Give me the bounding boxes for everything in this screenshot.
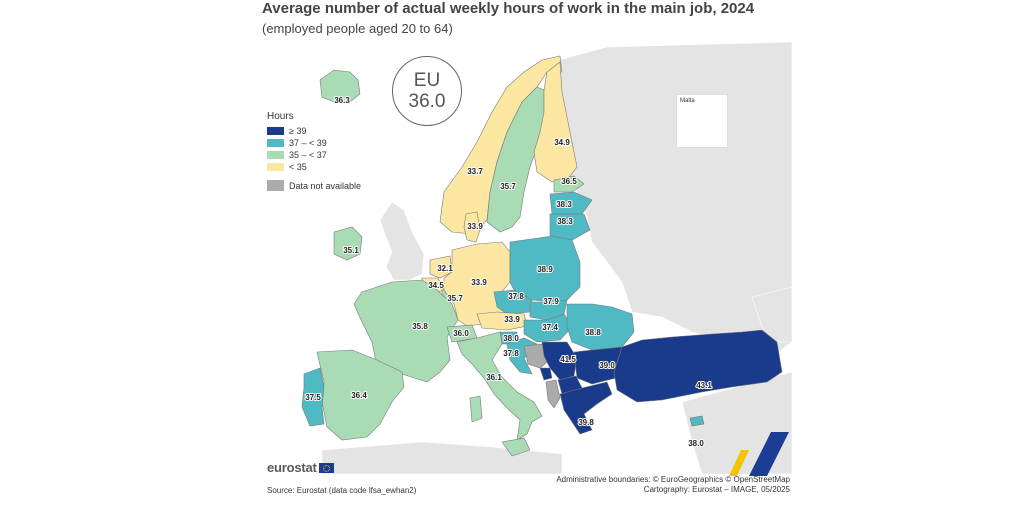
legend-item: 35 – < 37 <box>267 149 361 160</box>
legend-swatch <box>267 150 284 159</box>
europe-map: 36.3 33.7 35.7 34.9 36.5 38.3 38.3 33.9 35.1 32.1… <box>301 42 792 474</box>
country-netherlands <box>429 255 453 279</box>
legend-title: Hours <box>267 111 294 122</box>
corner-mark-blue <box>749 432 789 476</box>
eurostat-corner-mark <box>729 432 789 476</box>
country-albania <box>545 379 561 409</box>
eu-flag-icon <box>318 462 334 473</box>
legend-item-no-data: Data not available <box>267 180 361 191</box>
country-value-label: 33.9 <box>467 222 483 231</box>
legend-item: ≥ 39 <box>267 125 361 136</box>
value-labels: 36.3 33.7 35.7 34.9 36.5 38.3 38.3 33.9 35.1 32.1… <box>304 95 713 449</box>
country-value-label: 35.7 <box>447 294 463 303</box>
country-denmark <box>463 211 481 243</box>
country-value-label: 36.3 <box>334 96 350 105</box>
country-value-label: 34.5 <box>428 281 444 290</box>
legend-item: < 35 <box>267 161 361 172</box>
legend-label: 37 – < 39 <box>289 137 327 148</box>
country-value-label: 41.5 <box>560 355 576 364</box>
country-value-label: 32.1 <box>437 264 453 273</box>
credits-note: Administrative boundaries: © EuroGeograp… <box>556 475 790 495</box>
legend-swatch <box>267 126 284 135</box>
legend: Hours ≥ 39 37 – < 39 35 – < 37 < 35 Data… <box>267 111 361 192</box>
country-latvia <box>549 191 593 215</box>
legend-swatch <box>267 180 284 191</box>
country-value-label: 38.3 <box>557 217 573 226</box>
country-value-label: 38.0 <box>688 439 704 448</box>
country-cyprus <box>689 415 705 427</box>
malta-inset: Malta <box>676 94 728 148</box>
country-value-label: 35.1 <box>343 246 359 255</box>
page-subtitle: (employed people aged 20 to 64) <box>262 21 453 36</box>
page-title: Average number of actual weekly hours of… <box>262 0 755 17</box>
country-montenegro <box>539 367 553 381</box>
country-lithuania <box>549 213 591 241</box>
country-value-label: 33.9 <box>504 315 520 324</box>
country-ireland <box>333 226 363 261</box>
country-value-label: 37.9 <box>543 297 559 306</box>
logo-text: eurostat <box>267 460 317 475</box>
malta-inset-title: Malta <box>680 98 695 104</box>
country-value-label: 37.8 <box>508 292 524 301</box>
legend-item: 37 – < 39 <box>267 137 361 148</box>
country-value-label: 36.1 <box>486 373 502 382</box>
country-romania <box>566 303 635 351</box>
country-portugal <box>301 367 325 427</box>
country-value-label: 35.8 <box>412 322 428 331</box>
eu-average-badge: EU 36.0 <box>392 56 462 126</box>
eu-label: EU <box>413 70 441 91</box>
background-land-great-britain <box>379 201 425 281</box>
country-estonia <box>553 175 585 193</box>
legend-swatch <box>267 162 284 171</box>
country-value-label: 36.4 <box>351 391 367 400</box>
legend-label: < 35 <box>289 161 307 172</box>
legend-swatch <box>267 138 284 147</box>
credits-line: Administrative boundaries: © EuroGeograp… <box>556 475 790 484</box>
country-value-label: 38.3 <box>556 200 572 209</box>
country-turkey <box>613 329 783 403</box>
country-france <box>353 279 459 383</box>
legend-label: ≥ 39 <box>289 125 307 136</box>
country-value-label: 33.7 <box>467 167 483 176</box>
country-sicily <box>501 437 531 457</box>
country-sardinia <box>469 395 483 423</box>
country-value-label: 37.5 <box>305 393 321 402</box>
country-value-label: 37.4 <box>542 323 558 332</box>
legend-label: Data not available <box>289 180 362 191</box>
country-hungary <box>523 313 573 343</box>
background-land-africa <box>321 441 563 474</box>
country-finland <box>533 61 578 183</box>
eu-value: 36.0 <box>408 91 446 112</box>
country-value-label: 39.8 <box>578 418 594 427</box>
country-greece <box>559 381 613 435</box>
country-value-label: 36.0 <box>453 329 469 338</box>
country-value-label: 43.1 <box>696 381 712 390</box>
country-italy <box>456 331 543 441</box>
country-value-label: 34.9 <box>554 138 570 147</box>
country-value-label: 36.5 <box>561 177 577 186</box>
credits-line: Cartography: Eurostat – IMAGE, 05/2025 <box>643 485 790 494</box>
country-value-label: 37.8 <box>503 349 519 358</box>
country-value-label: 33.9 <box>471 278 487 287</box>
corner-mark-yellow <box>729 450 749 476</box>
country-value-label: 39.0 <box>599 361 615 370</box>
country-value-label: 38.9 <box>537 265 553 274</box>
country-iceland <box>319 69 361 103</box>
country-value-label: 35.7 <box>500 182 516 191</box>
eurostat-logo: eurostat <box>267 460 334 475</box>
source-note: Source: Eurostat (data code lfsa_ewhan2) <box>267 486 417 495</box>
country-value-label: 38.0 <box>503 334 519 343</box>
country-value-label: 38.8 <box>585 328 601 337</box>
legend-label: 35 – < 37 <box>289 149 327 160</box>
background-land-caspian-region <box>751 286 792 343</box>
